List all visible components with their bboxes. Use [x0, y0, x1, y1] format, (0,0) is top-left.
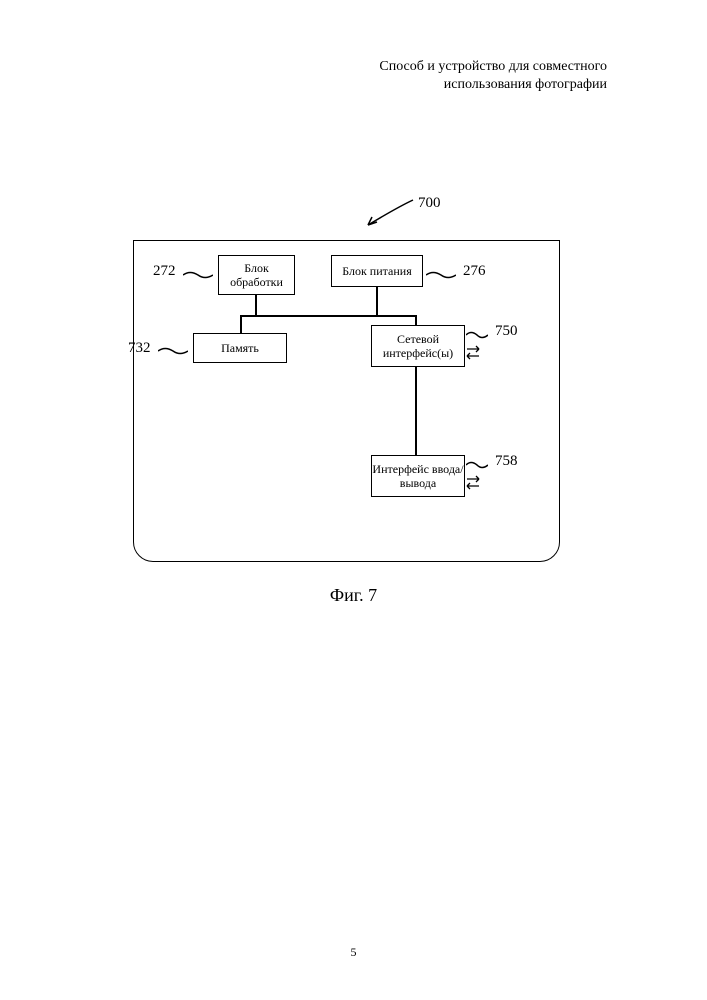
box-io: Интерфейс ввода/вывода [371, 455, 465, 497]
line-memory-up [240, 315, 242, 333]
label-272: 272 [153, 263, 176, 280]
squiggle-272 [183, 267, 213, 277]
label-276: 276 [463, 263, 486, 280]
main-arrow [358, 197, 418, 227]
line-horizontal [240, 315, 416, 317]
box-memory: Память [193, 333, 287, 363]
label-750: 750 [495, 323, 518, 340]
line-network-io [415, 367, 417, 455]
header-line1: Способ и устройство для совместного [379, 59, 607, 74]
line-processing-down [255, 295, 257, 315]
box-io-label: Интерфейс ввода/вывода [372, 462, 464, 491]
main-label: 700 [418, 195, 441, 212]
label-758: 758 [495, 453, 518, 470]
arrows-network [465, 343, 483, 361]
header-line2: использования фотографии [444, 77, 607, 92]
box-power-label: Блок питания [342, 264, 411, 278]
outer-box [133, 240, 560, 562]
line-network-up [415, 315, 417, 325]
squiggle-276 [426, 267, 456, 277]
diagram: 700 Блок обработки Блок питания Память С… [133, 225, 563, 555]
box-processing: Блок обработки [218, 255, 295, 295]
squiggle-732 [158, 343, 188, 353]
page-number: 5 [0, 945, 707, 960]
page-header: Способ и устройство для совместного испо… [379, 58, 607, 94]
box-network: Сетевой интерфейс(ы) [371, 325, 465, 367]
line-power-down [376, 287, 378, 315]
figure-caption: Фиг. 7 [0, 585, 707, 606]
label-732: 732 [128, 340, 151, 357]
box-processing-label: Блок обработки [219, 261, 294, 290]
box-network-label: Сетевой интерфейс(ы) [372, 332, 464, 361]
box-power: Блок питания [331, 255, 423, 287]
squiggle-758 [466, 457, 488, 467]
box-memory-label: Память [221, 341, 259, 355]
arrows-io [465, 473, 483, 491]
squiggle-750 [466, 327, 488, 337]
